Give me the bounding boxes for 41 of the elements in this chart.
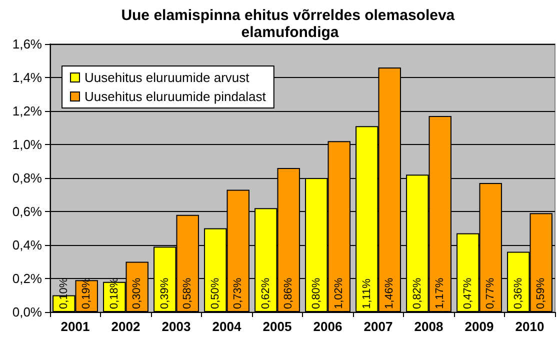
data-label: 0,82% — [411, 278, 424, 309]
data-label: 0,18% — [108, 278, 120, 309]
data-label: 0,62% — [260, 278, 272, 309]
x-tick-label: 2001 — [60, 319, 90, 334]
x-tick-label: 2010 — [515, 319, 544, 334]
data-label: 0,59% — [535, 278, 548, 309]
data-label: 0,50% — [209, 278, 222, 309]
x-tick-label: 2002 — [111, 319, 140, 334]
data-label: 1,02% — [333, 278, 346, 309]
data-label: 0,39% — [158, 278, 171, 309]
data-label: 1,17% — [434, 278, 446, 309]
data-label: 0,73% — [232, 278, 244, 309]
y-tick-label: 1,4% — [12, 70, 42, 85]
y-tick-label: 0,8% — [12, 170, 42, 186]
y-tick-label: 0,0% — [12, 304, 42, 320]
legend-label: Uusehitus eluruumide pindalast — [84, 89, 266, 104]
x-tick-label: 2007 — [364, 319, 393, 334]
y-tick-label: 0,6% — [12, 204, 42, 219]
legend-label: Uusehitus eluruumide arvust — [84, 70, 250, 85]
x-tick-label: 2006 — [313, 319, 342, 334]
y-tick-label: 1,6% — [12, 36, 42, 52]
x-tick-label: 2005 — [262, 319, 292, 334]
x-tick-label: 2008 — [414, 319, 444, 334]
x-tick-label: 2009 — [464, 319, 494, 334]
chart-title: Uue elamispinna ehitus võrreldes olemasoleva elamufondiga — [121, 7, 459, 41]
data-label: 0,58% — [182, 278, 194, 309]
data-label: 0,10% — [58, 278, 70, 309]
data-label: 0,86% — [282, 278, 295, 309]
y-tick-label: 1,2% — [12, 104, 42, 118]
data-label: 1,11% — [360, 278, 373, 309]
x-tick-label: 2003 — [162, 319, 191, 334]
data-label: 0,30% — [131, 278, 144, 309]
y-tick-label: 1,0% — [12, 137, 42, 152]
x-tick-label: 2004 — [212, 319, 242, 334]
data-label: 1,46% — [384, 278, 396, 309]
data-label: 0,77% — [484, 278, 497, 309]
data-label: 0,80% — [310, 278, 322, 309]
y-tick-label: 0,4% — [12, 238, 42, 252]
data-label: 0,36% — [512, 278, 524, 309]
data-label: 0,47% — [462, 278, 474, 309]
y-tick-label: 0,2% — [12, 271, 42, 286]
